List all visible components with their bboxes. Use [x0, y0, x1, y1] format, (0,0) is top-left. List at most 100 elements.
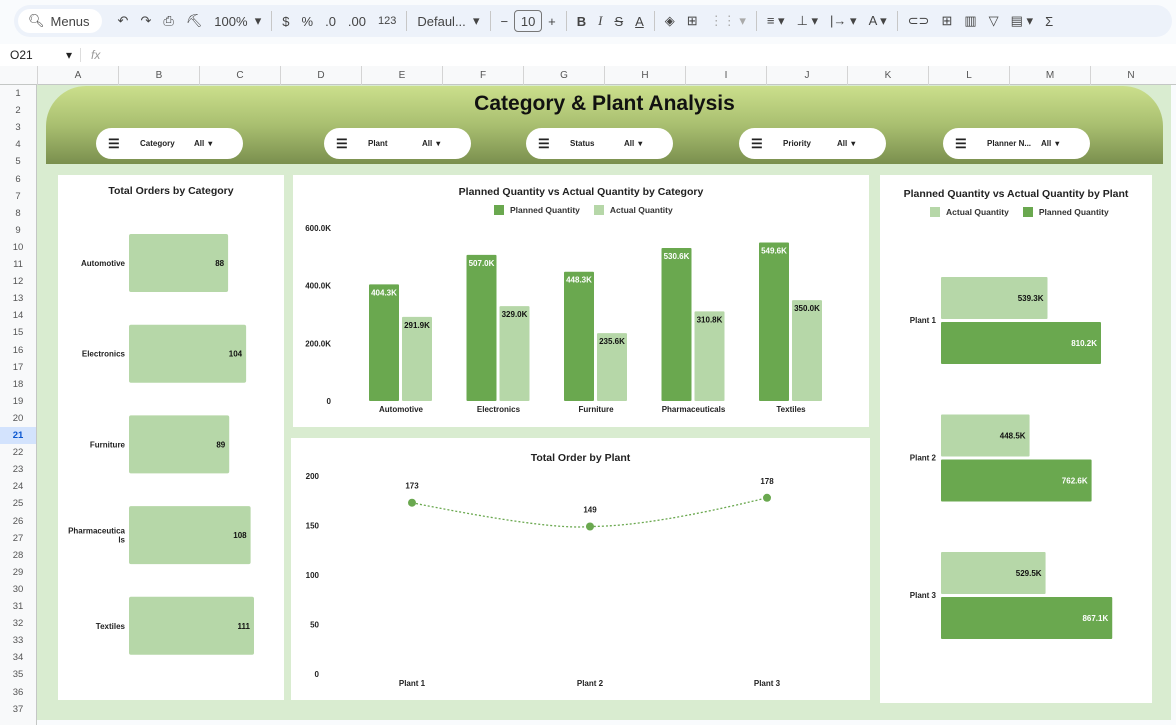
- column-header[interactable]: H: [604, 66, 685, 85]
- row-header[interactable]: 4: [15, 139, 21, 151]
- row-header[interactable]: 33: [12, 635, 24, 647]
- column-header[interactable]: I: [685, 66, 766, 85]
- row-header[interactable]: 29: [12, 566, 24, 578]
- column-header[interactable]: C: [199, 66, 280, 85]
- filter-icon[interactable]: ▽: [988, 13, 999, 28]
- row-header[interactable]: 35: [12, 669, 24, 681]
- row-header[interactable]: 28: [12, 549, 24, 561]
- filter-dropdown[interactable]: All ▾: [1041, 139, 1060, 148]
- redo-icon[interactable]: ↷: [140, 13, 152, 28]
- print-icon[interactable]: ⎙: [163, 13, 174, 28]
- row-header[interactable]: 36: [12, 686, 24, 698]
- text-wrap-icon[interactable]: |→ ▾: [830, 13, 857, 28]
- row-header[interactable]: 21: [0, 427, 36, 444]
- row-header[interactable]: 32: [12, 618, 24, 630]
- merge-cells-icon[interactable]: ⋮⋮ ▾: [709, 13, 746, 28]
- column-header[interactable]: K: [847, 66, 928, 85]
- filter-icon: ☰: [955, 135, 967, 151]
- qty-by-category-chart[interactable]: 0 200.0K 400.0K 600.0K 404.3K 291.9K Automotiv…: [293, 175, 869, 427]
- undo-icon[interactable]: ↶: [117, 13, 129, 28]
- strikethrough-icon[interactable]: S: [614, 13, 624, 29]
- column-header[interactable]: F: [442, 66, 523, 85]
- row-header[interactable]: 5: [15, 156, 21, 168]
- row-header[interactable]: 17: [12, 361, 24, 373]
- zoom-select[interactable]: 100% ▾: [214, 13, 262, 29]
- borders-icon[interactable]: ⊞: [686, 13, 698, 28]
- link-icon[interactable]: ⊂⊃: [907, 13, 930, 28]
- text-rotation-icon[interactable]: A ▾: [868, 13, 887, 28]
- row-header[interactable]: 9: [15, 224, 21, 236]
- increase-decimal-button[interactable]: .00: [347, 13, 366, 29]
- row-header[interactable]: 2: [15, 105, 21, 117]
- row-header[interactable]: 24: [12, 481, 24, 493]
- filter-2[interactable]: ☰ Status All ▾: [526, 128, 673, 159]
- font-size-input[interactable]: 10: [514, 10, 543, 32]
- currency-button[interactable]: $: [282, 13, 290, 29]
- more-formats-button[interactable]: 123: [378, 15, 397, 27]
- orders-by-plant-chart[interactable]: 0 50 100 150 200 173 Plant 1 149 Plant 2 178 Plant…: [291, 438, 870, 700]
- horizontal-align-icon[interactable]: ≡ ▾: [766, 13, 785, 28]
- row-header[interactable]: 18: [12, 378, 24, 390]
- row-header[interactable]: 10: [12, 241, 24, 253]
- row-header[interactable]: 8: [15, 207, 21, 219]
- row-header[interactable]: 34: [12, 652, 24, 664]
- paint-format-icon[interactable]: ⛏: [185, 13, 203, 28]
- font-select[interactable]: Defaul... ▾: [417, 13, 480, 29]
- row-header[interactable]: 3: [15, 122, 21, 134]
- row-header[interactable]: 7: [15, 190, 21, 202]
- row-header[interactable]: 11: [13, 259, 23, 270]
- functions-button[interactable]: Σ: [1045, 13, 1054, 29]
- row-header[interactable]: 26: [12, 515, 24, 527]
- column-header[interactable]: A: [37, 66, 118, 85]
- filter-dropdown[interactable]: All ▾: [194, 139, 213, 148]
- vertical-align-icon[interactable]: ⊥ ▾: [796, 13, 819, 28]
- filter-views-icon[interactable]: ▤ ▾: [1010, 13, 1034, 28]
- column-header[interactable]: G: [523, 66, 604, 85]
- name-box[interactable]: O21 ▾: [10, 48, 72, 62]
- row-header[interactable]: 31: [12, 601, 24, 612]
- column-header[interactable]: L: [928, 66, 1009, 85]
- orders-by-category-chart[interactable]: Automotive 88 Electronics 104 Furniture 89 Pha…: [58, 175, 284, 700]
- row-header[interactable]: 12: [12, 276, 24, 288]
- fill-color-icon[interactable]: ◈: [664, 13, 675, 28]
- filter-0[interactable]: ☰ Category All ▾: [96, 128, 243, 159]
- row-header[interactable]: 23: [12, 464, 24, 476]
- filter-1[interactable]: ☰ Plant All ▾: [324, 128, 471, 159]
- comment-icon[interactable]: ⊞: [941, 13, 953, 28]
- column-header[interactable]: N: [1090, 66, 1171, 85]
- row-header[interactable]: 6: [15, 173, 21, 185]
- row-header[interactable]: 14: [12, 310, 24, 322]
- italic-button[interactable]: I: [598, 13, 603, 28]
- row-header[interactable]: 20: [12, 412, 24, 424]
- filter-dropdown[interactable]: All ▾: [837, 139, 856, 148]
- column-header[interactable]: D: [280, 66, 361, 85]
- row-header[interactable]: 27: [12, 532, 24, 544]
- column-header[interactable]: B: [118, 66, 199, 85]
- column-header[interactable]: E: [361, 66, 442, 85]
- bold-button[interactable]: B: [576, 13, 587, 29]
- filter-3[interactable]: ☰ Priority All ▾: [739, 128, 886, 159]
- column-header[interactable]: J: [766, 66, 847, 85]
- row-header[interactable]: 16: [12, 344, 24, 356]
- filter-dropdown[interactable]: All ▾: [422, 139, 441, 148]
- column-header[interactable]: M: [1009, 66, 1090, 85]
- legend-swatch-planned: [1022, 207, 1033, 217]
- decrease-font-size-button[interactable]: −: [500, 13, 509, 29]
- row-header[interactable]: 30: [12, 583, 24, 595]
- text-color-icon[interactable]: A: [635, 13, 644, 29]
- row-header[interactable]: 13: [12, 293, 24, 305]
- row-header[interactable]: 15: [12, 327, 24, 339]
- row-header[interactable]: 1: [15, 88, 21, 99]
- filter-4[interactable]: ☰ Planner N... All ▾: [943, 128, 1090, 159]
- row-header[interactable]: 22: [12, 447, 24, 459]
- row-header[interactable]: 25: [12, 498, 24, 510]
- chart-icon[interactable]: ▥: [964, 13, 977, 28]
- increase-font-size-button[interactable]: +: [548, 13, 556, 29]
- row-header[interactable]: 37: [12, 703, 24, 715]
- filter-dropdown[interactable]: All ▾: [624, 139, 643, 148]
- percent-button[interactable]: %: [301, 13, 314, 29]
- decrease-decimal-button[interactable]: .0: [325, 13, 336, 29]
- row-header[interactable]: 19: [12, 395, 24, 407]
- qty-by-plant-chart[interactable]: Plant 1 539.3K 810.2K Plant 2 448.5K 762.6K Pl…: [880, 175, 1152, 703]
- menus-search[interactable]: 🔍︎ Menus: [18, 9, 102, 33]
